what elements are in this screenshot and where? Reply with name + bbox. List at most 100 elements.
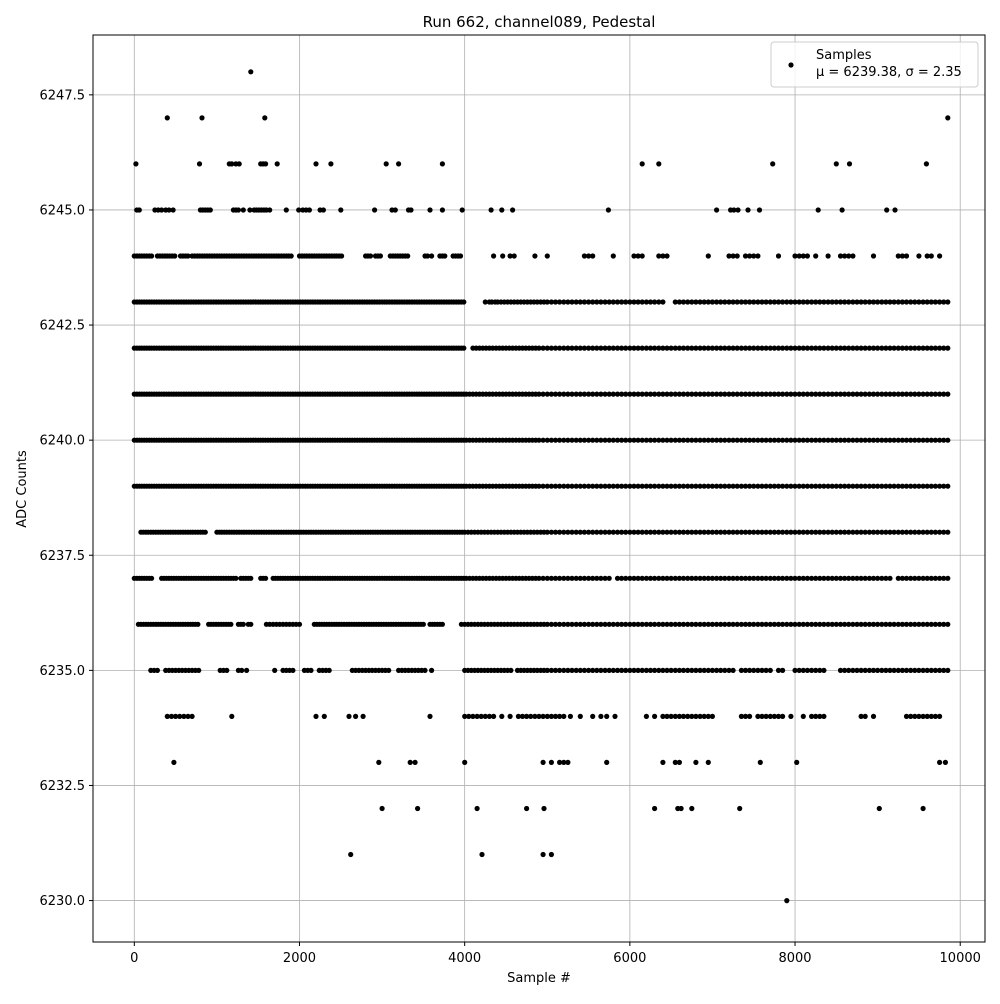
sample-point [619, 575, 625, 581]
sample-point [689, 805, 695, 812]
sample-point [233, 575, 239, 581]
sample-point [751, 667, 757, 674]
sample-point [842, 391, 848, 397]
sample-point [809, 667, 815, 674]
sample-point [619, 391, 625, 397]
sample-point [709, 437, 716, 443]
sample-point [709, 529, 716, 535]
sample-point [821, 621, 827, 627]
sample-point [552, 391, 559, 397]
sample-point [697, 713, 703, 720]
sample-point [920, 713, 926, 720]
sample-point [846, 391, 852, 397]
sample-point [780, 345, 786, 351]
sample-point [932, 345, 939, 351]
sample-point [586, 437, 592, 443]
sample-point [619, 299, 625, 305]
sample-point [912, 483, 918, 489]
sample-point [809, 299, 815, 305]
sample-point [701, 299, 707, 305]
sample-point [590, 253, 596, 259]
sample-point [833, 345, 839, 351]
sample-point [809, 483, 815, 489]
sample-point [924, 667, 930, 674]
sample-point [923, 161, 930, 167]
sample-point [660, 391, 666, 397]
sample-point [726, 483, 732, 489]
sample-point [548, 391, 555, 397]
sample-point [668, 713, 674, 720]
sample-point [928, 483, 934, 489]
sample-point [813, 667, 819, 674]
sample-point [796, 391, 802, 397]
sample-point [631, 391, 637, 397]
sample-point [887, 391, 893, 397]
sample-point [552, 299, 559, 305]
sample-point [796, 253, 802, 259]
sample-point [846, 575, 852, 581]
sample-point [829, 621, 835, 627]
sample-point [796, 667, 802, 674]
sample-point [360, 713, 366, 720]
sample-point [581, 437, 588, 443]
y-tick-label: 6237.5 [40, 549, 86, 564]
sample-point [755, 437, 761, 443]
sample-point [308, 667, 314, 674]
sample-point [842, 575, 848, 581]
sample-point [854, 299, 860, 305]
sample-point [606, 345, 612, 351]
sample-point [239, 667, 245, 674]
sample-point [462, 713, 468, 720]
sample-point [427, 207, 433, 213]
sample-point [248, 69, 254, 75]
sample-point [932, 529, 939, 535]
sample-point [511, 253, 517, 259]
sample-point [945, 299, 951, 305]
sample-point [891, 483, 897, 489]
sample-point [813, 713, 819, 720]
sample-point [817, 529, 823, 535]
sample-point [846, 529, 852, 535]
sample-point [916, 299, 922, 305]
sample-point [420, 621, 426, 627]
sample-point [726, 621, 732, 627]
sample-point [916, 529, 922, 535]
sample-point [408, 207, 414, 213]
sample-point [196, 161, 203, 167]
sample-point [581, 483, 588, 489]
sample-point [709, 483, 716, 489]
sample-point [235, 207, 241, 213]
sample-point [784, 529, 790, 535]
sample-point [586, 391, 592, 397]
sample-point [552, 713, 559, 720]
sample-point [581, 529, 588, 535]
sample-point [594, 345, 600, 351]
sample-point [887, 529, 893, 535]
sample-point [815, 207, 821, 213]
sample-point [730, 299, 736, 305]
sample-point [738, 483, 745, 489]
sample-point [854, 529, 860, 535]
sample-point [870, 621, 877, 627]
sample-point [668, 391, 674, 397]
sample-point [742, 667, 749, 674]
sample-point [833, 437, 839, 443]
sample-point [643, 667, 650, 674]
sample-point [833, 529, 839, 535]
sample-point [647, 667, 654, 674]
sample-point [788, 391, 794, 397]
sample-point [647, 345, 654, 351]
sample-point [540, 759, 546, 766]
sample-point [479, 851, 485, 858]
sample-point [833, 391, 839, 397]
sample-point [842, 299, 848, 305]
sample-point [577, 391, 583, 397]
sample-point [759, 437, 765, 443]
sample-point [631, 253, 637, 259]
sample-point [792, 253, 798, 259]
sample-point [457, 253, 464, 259]
sample-point [903, 667, 910, 674]
sample-point [509, 207, 516, 213]
sample-point [941, 299, 947, 305]
sample-point [809, 621, 815, 627]
